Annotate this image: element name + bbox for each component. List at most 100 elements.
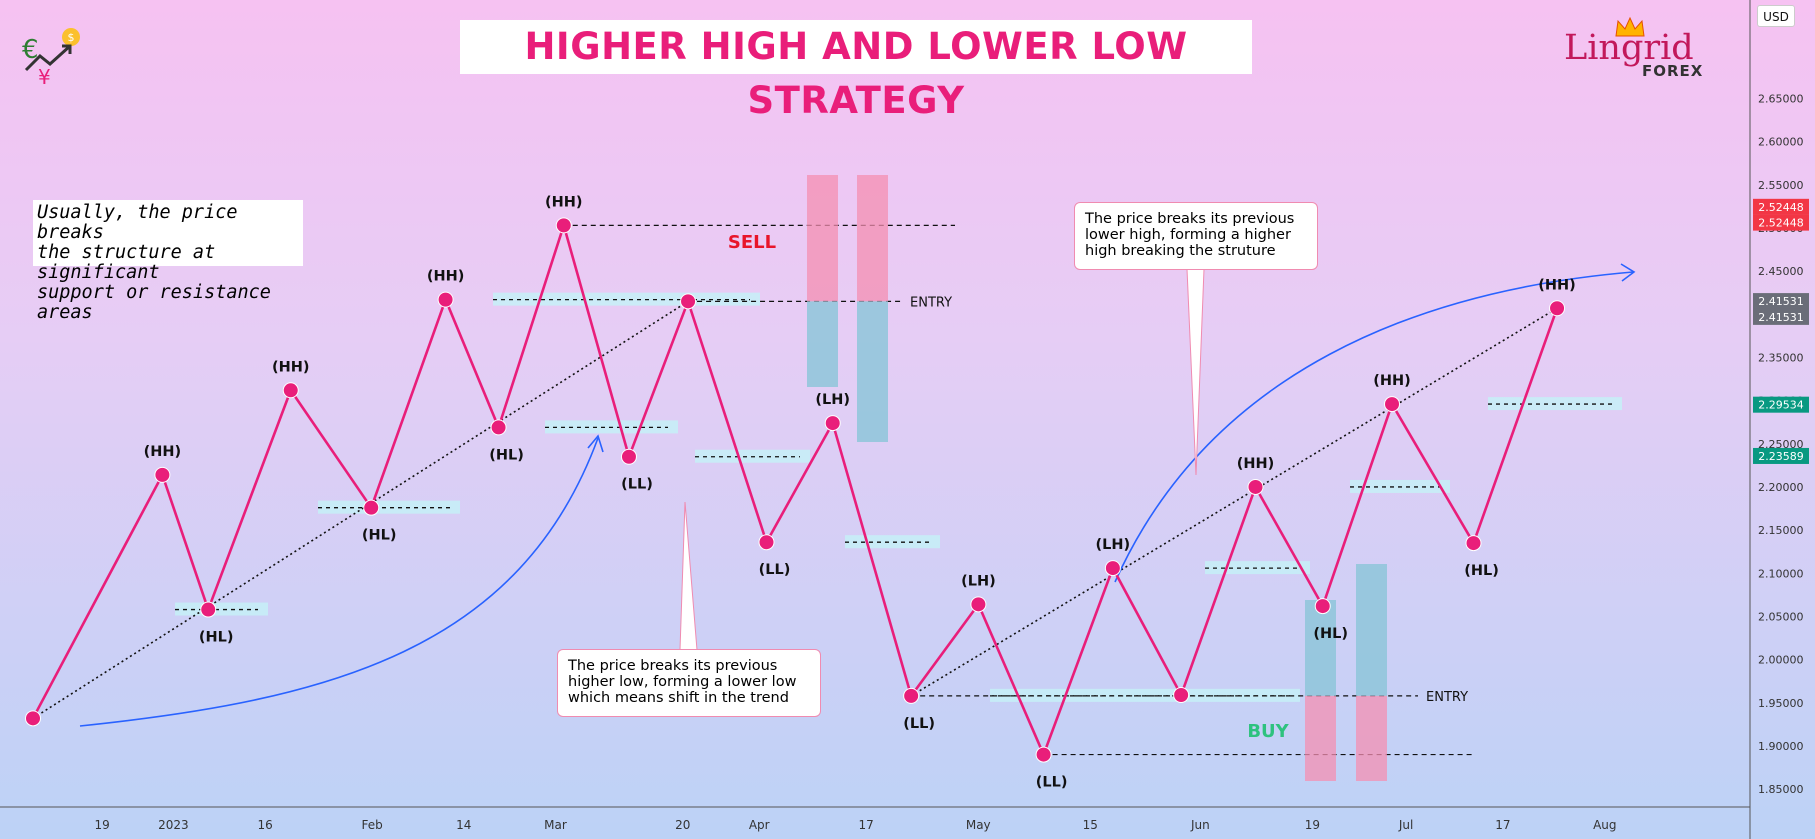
swing-label: (HH)	[1538, 277, 1576, 293]
y-tick-label: 2.10000	[1758, 567, 1804, 580]
svg-text:¥: ¥	[38, 65, 51, 88]
logo-sub: FOREX	[1642, 62, 1704, 80]
y-tick-label: 2.45000	[1758, 265, 1804, 278]
price-tag-label: 2.52448	[1758, 201, 1804, 214]
price-tag	[1753, 214, 1809, 231]
swing-point	[154, 466, 171, 483]
x-tick-label: 2023	[158, 818, 189, 832]
swing-label: (LL)	[759, 562, 791, 578]
svg-text:$: $	[68, 31, 75, 44]
x-tick-label: May	[966, 818, 991, 832]
swing-point	[903, 687, 920, 704]
y-tick-label: 1.85000	[1758, 783, 1804, 796]
swing-point	[282, 382, 299, 399]
swing-point	[1314, 598, 1331, 615]
swing-point	[1465, 535, 1482, 552]
swing-point	[25, 710, 41, 727]
callout-higher-high: The price breaks its previous lower high…	[1074, 202, 1318, 270]
swing-label: (HL)	[1464, 563, 1499, 579]
y-tick-label: 2.25000	[1758, 438, 1804, 451]
swing-point	[1384, 396, 1401, 413]
y-tick-label: 2.35000	[1758, 351, 1804, 364]
swing-point	[363, 499, 380, 516]
y-tick-label: 2.60000	[1758, 136, 1804, 149]
currency-exchange-icon: $ € ¥	[18, 26, 84, 88]
x-tick-label: 19	[94, 818, 109, 832]
swing-label: (HH)	[427, 269, 465, 285]
swing-label: (LH)	[961, 573, 996, 589]
sell-target-zone	[807, 301, 838, 387]
chart-title: HIGHER HIGH AND LOWER LOW STRATEGY	[460, 20, 1252, 122]
curve-arrow-1	[79, 437, 599, 727]
swing-point	[680, 293, 697, 310]
swing-point	[555, 217, 572, 234]
x-tick-label: Aug	[1593, 818, 1616, 832]
swing-label: (LL)	[1036, 775, 1068, 791]
entry-label-buy: ENTRY	[1426, 690, 1468, 705]
swing-point	[758, 534, 775, 551]
svg-text:€: €	[22, 35, 39, 65]
swing-label: (HL)	[489, 447, 524, 463]
x-tick-label: 15	[1083, 818, 1098, 832]
lingrid-logo: Lingrid FOREX	[1562, 28, 1712, 84]
swing-label: (HL)	[1313, 626, 1348, 642]
arrow-head-1	[587, 434, 604, 453]
sr-zone	[318, 500, 460, 514]
swing-point	[200, 601, 217, 618]
swing-label: (HH)	[545, 194, 583, 210]
price-series-line	[31, 224, 1559, 756]
swing-point	[620, 448, 637, 465]
currency-selector[interactable]: USD	[1757, 5, 1795, 27]
swing-point	[490, 419, 507, 436]
buy-stop-zone	[1356, 695, 1387, 781]
swing-label: (HH)	[1373, 373, 1411, 389]
x-tick-label: 16	[257, 818, 272, 832]
callout-pointer-lower	[679, 501, 698, 651]
y-tick-label: 2.20000	[1758, 481, 1804, 494]
swing-label: (HH)	[272, 359, 310, 375]
price-tag	[1753, 293, 1809, 310]
swing-point	[970, 596, 987, 613]
sell-label: SELL	[728, 232, 776, 253]
price-tag-label: 2.23589	[1758, 450, 1804, 463]
sr-zone	[175, 602, 268, 616]
swing-label: (LL)	[903, 716, 935, 732]
swing-label: (HH)	[1237, 456, 1275, 472]
callout-lower-low: The price breaks its previous higher low…	[557, 649, 821, 717]
swing-label: (HH)	[144, 444, 182, 460]
y-tick-label: 2.00000	[1758, 654, 1804, 667]
price-tag	[1753, 198, 1809, 215]
y-tick-label: 2.05000	[1758, 610, 1804, 623]
x-tick-label: 17	[1495, 818, 1510, 832]
swing-label: (LH)	[1096, 537, 1131, 553]
y-tick-label: 2.15000	[1758, 524, 1804, 537]
price-tag-label: 2.52448	[1758, 217, 1804, 230]
buy-target-zone	[1305, 600, 1336, 696]
curve-arrow-2	[1114, 271, 1634, 583]
x-tick-label: Mar	[544, 818, 567, 832]
swing-label: (LH)	[815, 392, 850, 408]
price-tag-label: 2.29534	[1758, 399, 1804, 412]
x-tick-label: Apr	[749, 818, 770, 832]
logo-brand: Lingrid	[1564, 28, 1694, 68]
price-tag	[1753, 396, 1809, 413]
x-tick-label: Feb	[361, 818, 382, 832]
strategy-note: Usually, the price breaks the structure …	[33, 200, 303, 323]
y-tick-label: 2.65000	[1758, 92, 1804, 105]
x-tick-label: 20	[675, 818, 690, 832]
x-tick-label: 17	[859, 818, 874, 832]
x-tick-label: Jul	[1398, 818, 1413, 832]
swing-point	[1247, 478, 1264, 495]
callout-pointer-upper	[1186, 268, 1205, 476]
swing-point	[824, 415, 841, 432]
uptrend-line-2	[910, 307, 1558, 697]
swing-point	[1173, 687, 1190, 704]
swing-point	[1035, 746, 1052, 763]
y-tick-label: 1.90000	[1758, 740, 1804, 753]
swing-point	[437, 291, 454, 308]
price-tag	[1753, 308, 1809, 325]
swing-point	[1549, 300, 1566, 317]
x-tick-label: 14	[456, 818, 471, 832]
swing-label: (HL)	[362, 528, 397, 544]
